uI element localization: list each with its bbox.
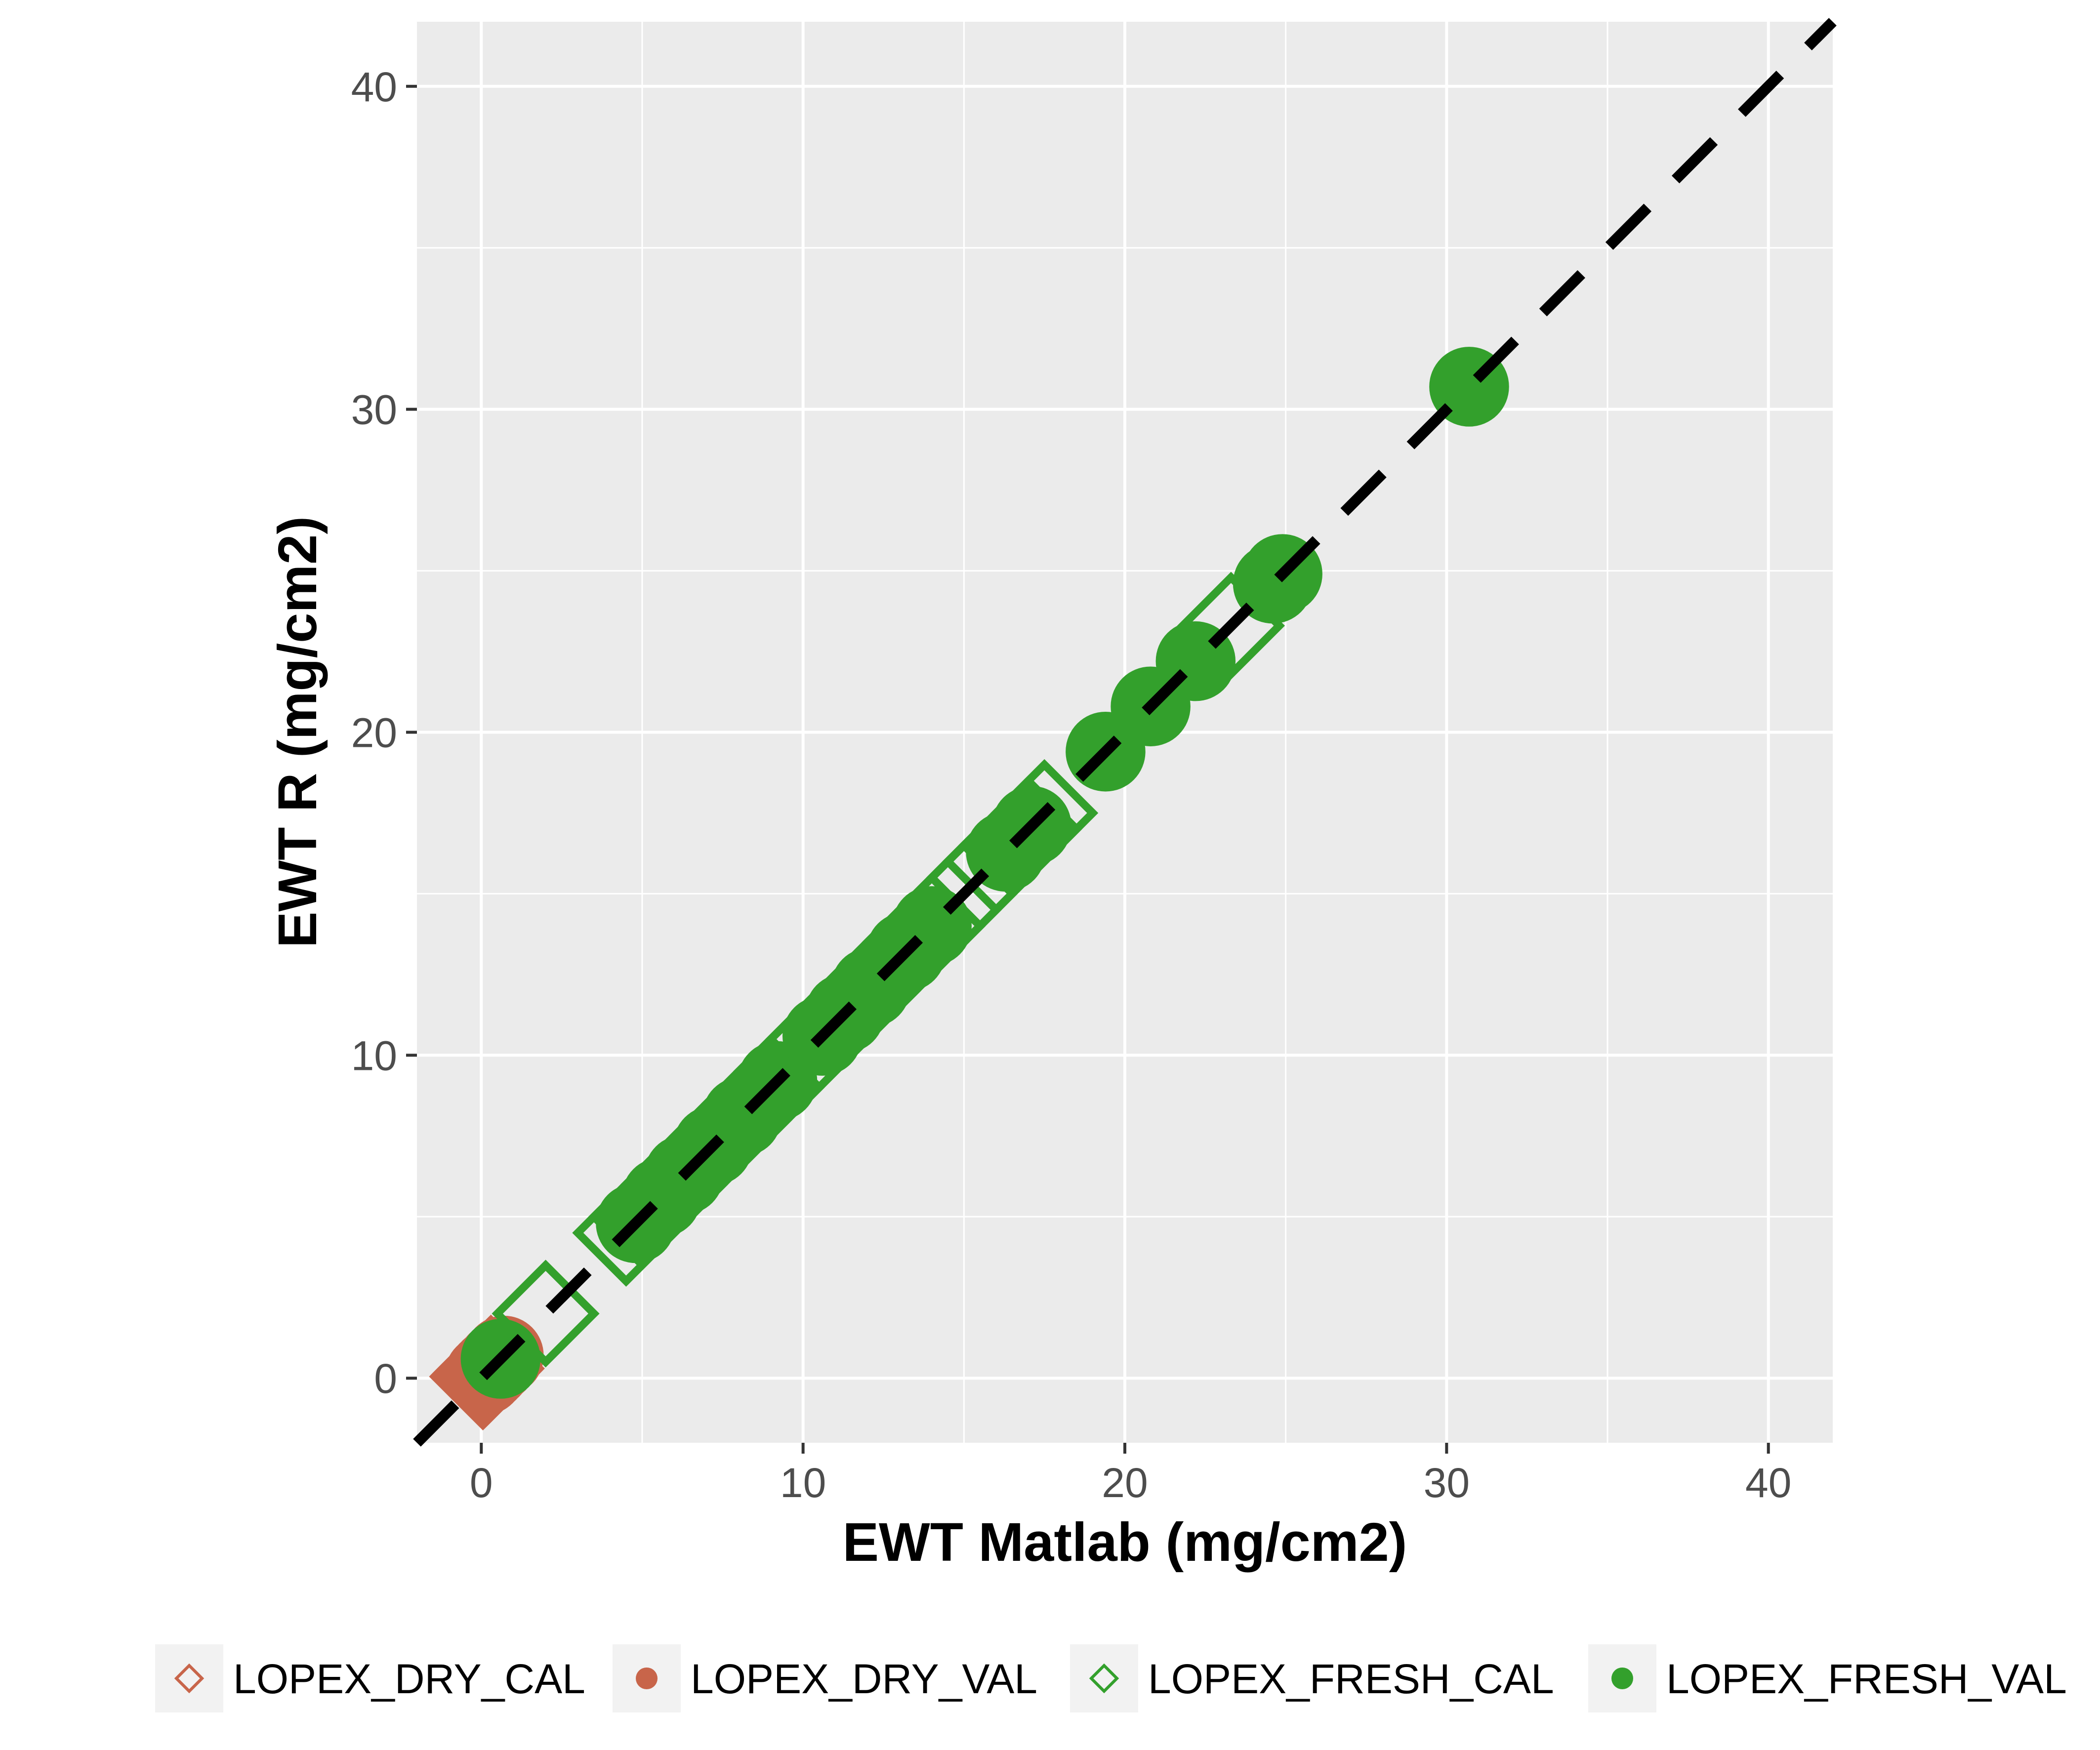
x-axis: 0 10 20 30 40 [470, 1443, 1791, 1506]
y-tick-label: 0 [374, 1355, 397, 1402]
identity-reference-line [413, 18, 1837, 1447]
y-axis-title: EWT R (mg/cm2) [267, 516, 328, 948]
legend-label: LOPEX_FRESH_CAL [1148, 1656, 1554, 1702]
legend-key-box [1070, 1644, 1138, 1712]
legend-symbol-diamond [174, 1663, 205, 1694]
legend-symbol-diamond [1089, 1663, 1119, 1694]
y-tick-label: 20 [351, 710, 397, 756]
x-tick-label: 0 [470, 1460, 493, 1506]
legend-key-box [155, 1644, 223, 1712]
legend-label: LOPEX_FRESH_VAL [1666, 1656, 2067, 1702]
x-axis-title: EWT Matlab (mg/cm2) [843, 1512, 1407, 1573]
legend-symbol-circle [636, 1668, 658, 1689]
x-tick-label: 10 [780, 1460, 826, 1506]
y-tick-label: 30 [351, 387, 397, 433]
x-tick-label: 20 [1102, 1460, 1148, 1506]
x-tick-label: 30 [1424, 1460, 1470, 1506]
y-tick-label: 40 [351, 64, 397, 110]
legend-label: LOPEX_DRY_CAL [233, 1656, 585, 1702]
data-point-diamond [492, 1260, 600, 1368]
y-tick-label: 10 [351, 1032, 397, 1079]
legend-label: LOPEX_DRY_VAL [691, 1656, 1037, 1702]
x-tick-label: 40 [1745, 1460, 1791, 1506]
legend-symbol-circle [1611, 1668, 1633, 1689]
y-axis: 0 10 20 30 40 [351, 64, 417, 1402]
legend: LOPEX_DRY_CAL LOPEX_DRY_VAL LOPEX_FRESH_CA… [155, 1644, 2067, 1712]
